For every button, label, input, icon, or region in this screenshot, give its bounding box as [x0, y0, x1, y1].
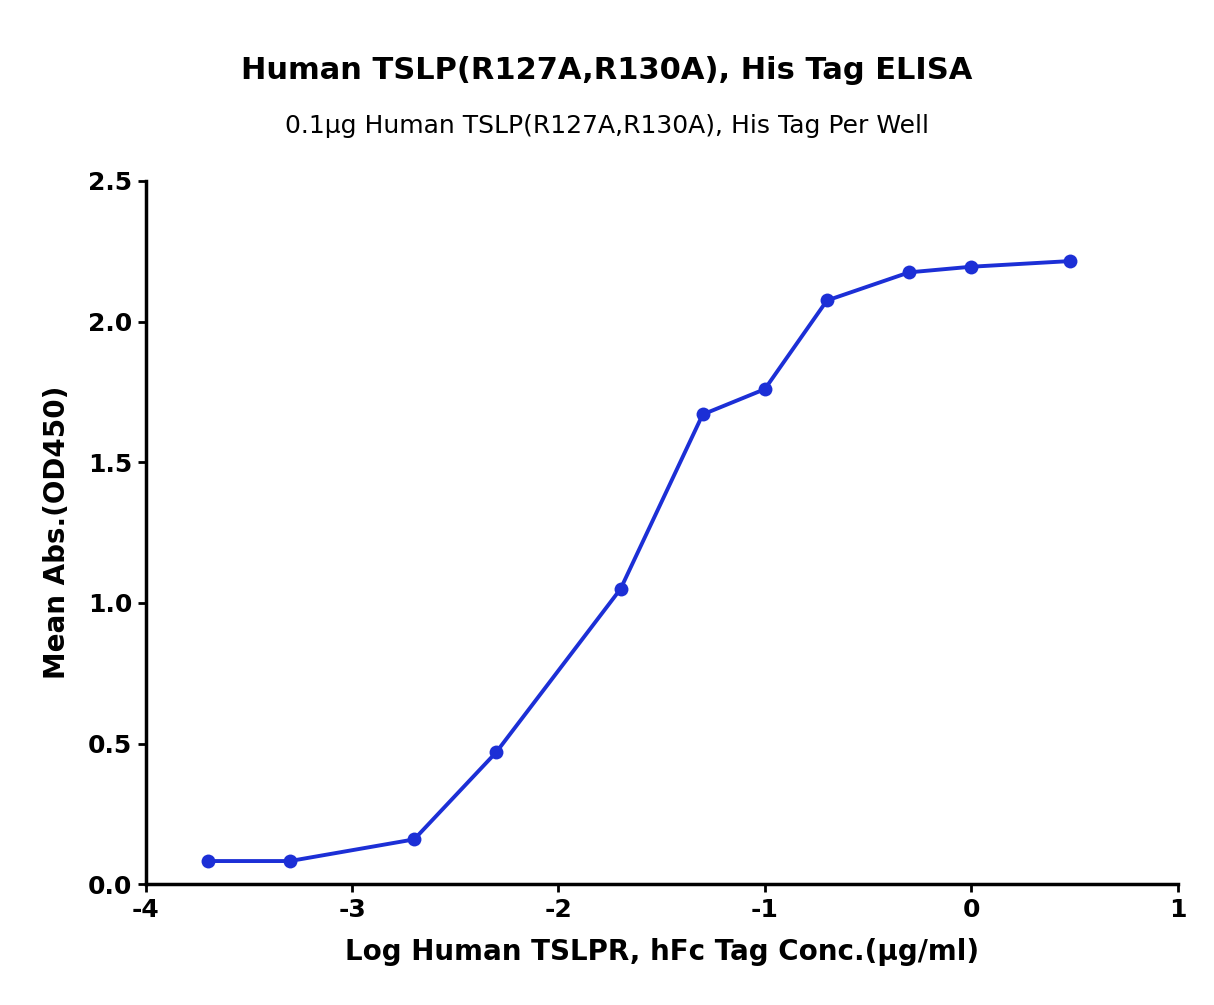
Y-axis label: Mean Abs.(OD450): Mean Abs.(OD450): [44, 386, 72, 679]
X-axis label: Log Human TSLPR, hFc Tag Conc.(μg/ml): Log Human TSLPR, hFc Tag Conc.(μg/ml): [345, 939, 978, 966]
Text: Human TSLP(R127A,R130A), His Tag ELISA: Human TSLP(R127A,R130A), His Tag ELISA: [242, 56, 972, 84]
Text: 0.1μg Human TSLP(R127A,R130A), His Tag Per Well: 0.1μg Human TSLP(R127A,R130A), His Tag P…: [285, 114, 929, 138]
